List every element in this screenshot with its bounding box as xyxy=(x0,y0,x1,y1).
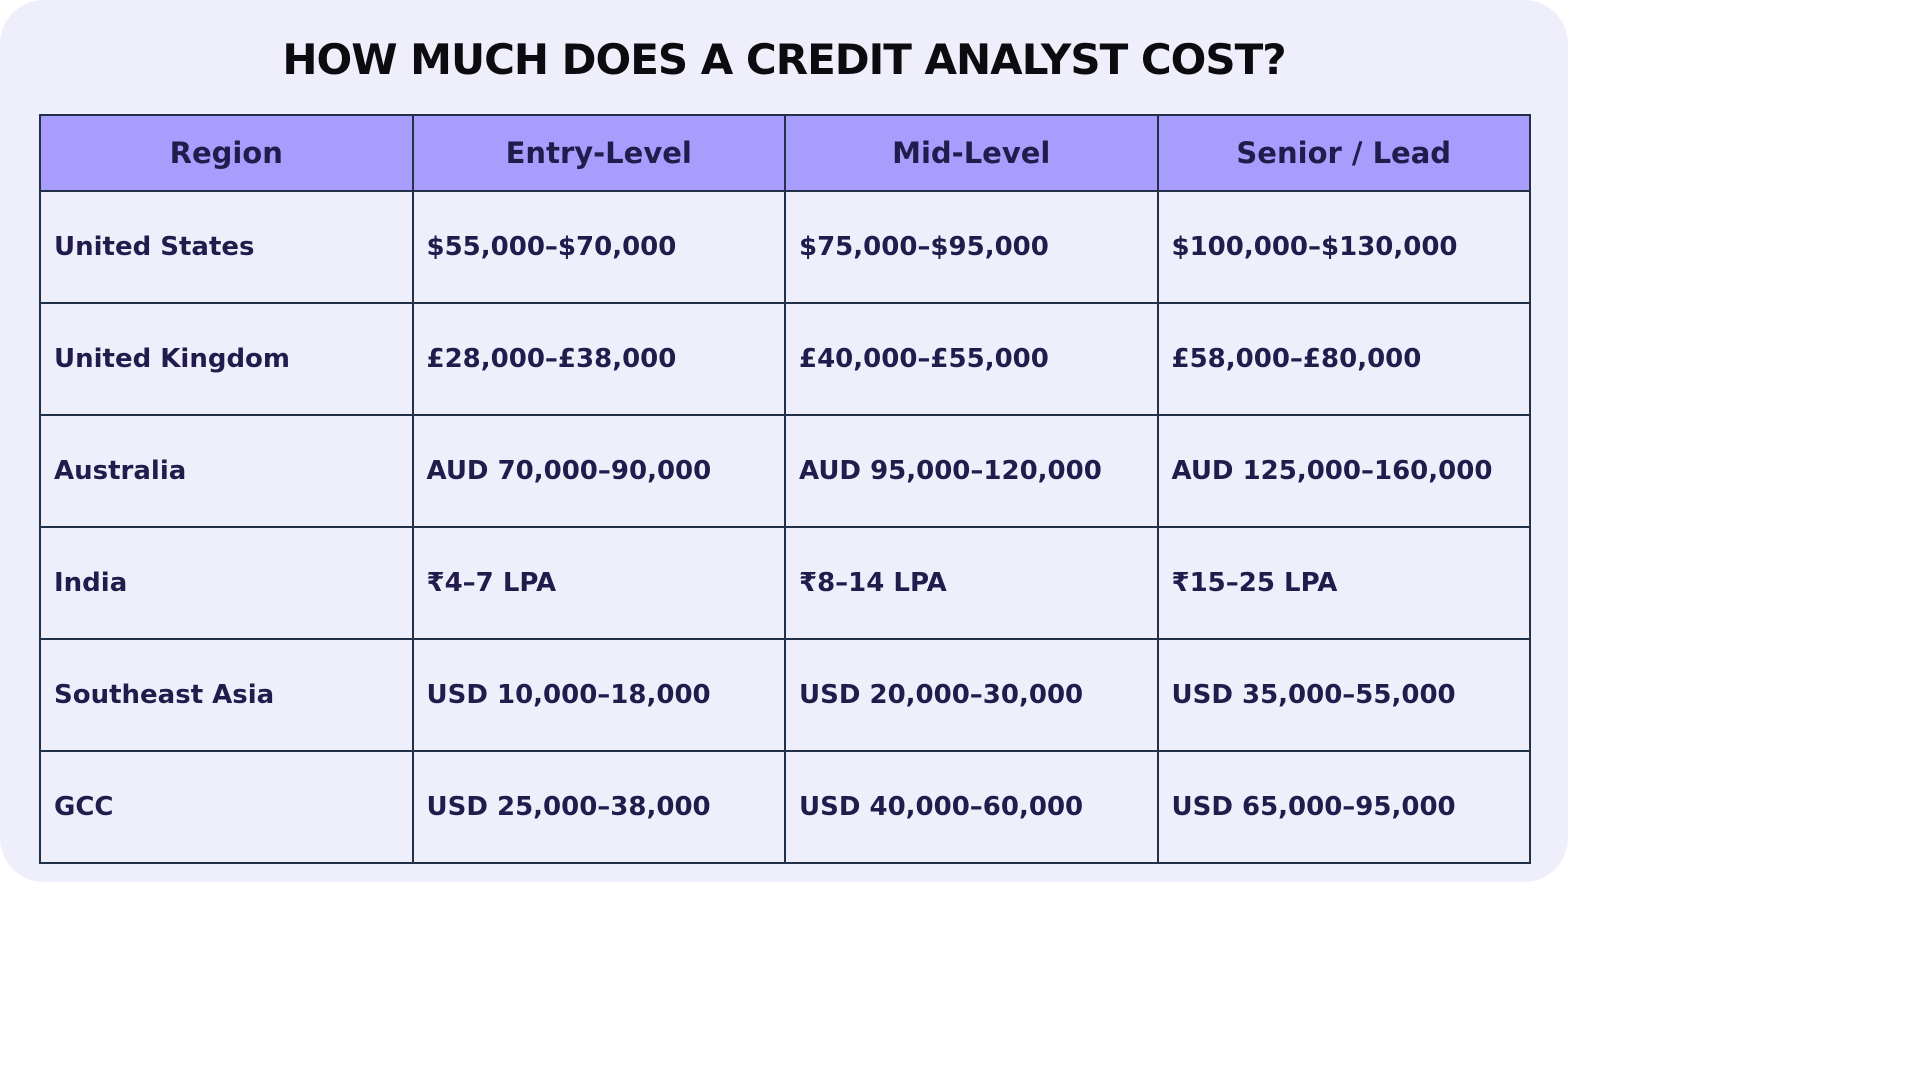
entry-level-cell: USD 25,000–38,000 xyxy=(411,750,786,864)
region-cell: GCC xyxy=(39,750,414,864)
senior-lead-cell: USD 35,000–55,000 xyxy=(1156,638,1531,752)
entry-level-cell: AUD 70,000–90,000 xyxy=(411,414,786,528)
column-header-mid-level: Mid-Level xyxy=(784,114,1159,192)
column-header-senior-lead: Senior / Lead xyxy=(1156,114,1531,192)
region-cell: Australia xyxy=(39,414,414,528)
entry-level-cell: $55,000–$70,000 xyxy=(411,190,786,304)
mid-level-cell: USD 40,000–60,000 xyxy=(784,750,1159,864)
senior-lead-cell: AUD 125,000–160,000 xyxy=(1156,414,1531,528)
table-row: United States $55,000–$70,000 $75,000–$9… xyxy=(39,190,1531,304)
column-header-entry-level: Entry-Level xyxy=(411,114,786,192)
region-cell: United Kingdom xyxy=(39,302,414,416)
senior-lead-cell: ₹15–25 LPA xyxy=(1156,526,1531,640)
page-title: HOW MUCH DOES A CREDIT ANALYST COST? xyxy=(282,35,1286,84)
entry-level-cell: USD 10,000–18,000 xyxy=(411,638,786,752)
mid-level-cell: ₹8–14 LPA xyxy=(784,526,1159,640)
entry-level-cell: ₹4–7 LPA xyxy=(411,526,786,640)
region-cell: United States xyxy=(39,190,414,304)
table-row: Southeast Asia USD 10,000–18,000 USD 20,… xyxy=(39,638,1531,752)
mid-level-cell: $75,000–$95,000 xyxy=(784,190,1159,304)
mid-level-cell: £40,000–£55,000 xyxy=(784,302,1159,416)
senior-lead-cell: $100,000–$130,000 xyxy=(1156,190,1531,304)
table-row: United Kingdom £28,000–£38,000 £40,000–£… xyxy=(39,302,1531,416)
table-row: India ₹4–7 LPA ₹8–14 LPA ₹15–25 LPA xyxy=(39,526,1531,640)
senior-lead-cell: £58,000–£80,000 xyxy=(1156,302,1531,416)
region-cell: Southeast Asia xyxy=(39,638,414,752)
entry-level-cell: £28,000–£38,000 xyxy=(411,302,786,416)
column-header-region: Region xyxy=(39,114,414,192)
salary-table: Region Entry-Level Mid-Level Senior / Le… xyxy=(39,114,1531,864)
table-header-row: Region Entry-Level Mid-Level Senior / Le… xyxy=(39,114,1531,192)
table-row: Australia AUD 70,000–90,000 AUD 95,000–1… xyxy=(39,414,1531,528)
mid-level-cell: AUD 95,000–120,000 xyxy=(784,414,1159,528)
table-row: GCC USD 25,000–38,000 USD 40,000–60,000 … xyxy=(39,750,1531,864)
senior-lead-cell: USD 65,000–95,000 xyxy=(1156,750,1531,864)
infographic-card: HOW MUCH DOES A CREDIT ANALYST COST? Reg… xyxy=(0,0,1568,882)
mid-level-cell: USD 20,000–30,000 xyxy=(784,638,1159,752)
region-cell: India xyxy=(39,526,414,640)
